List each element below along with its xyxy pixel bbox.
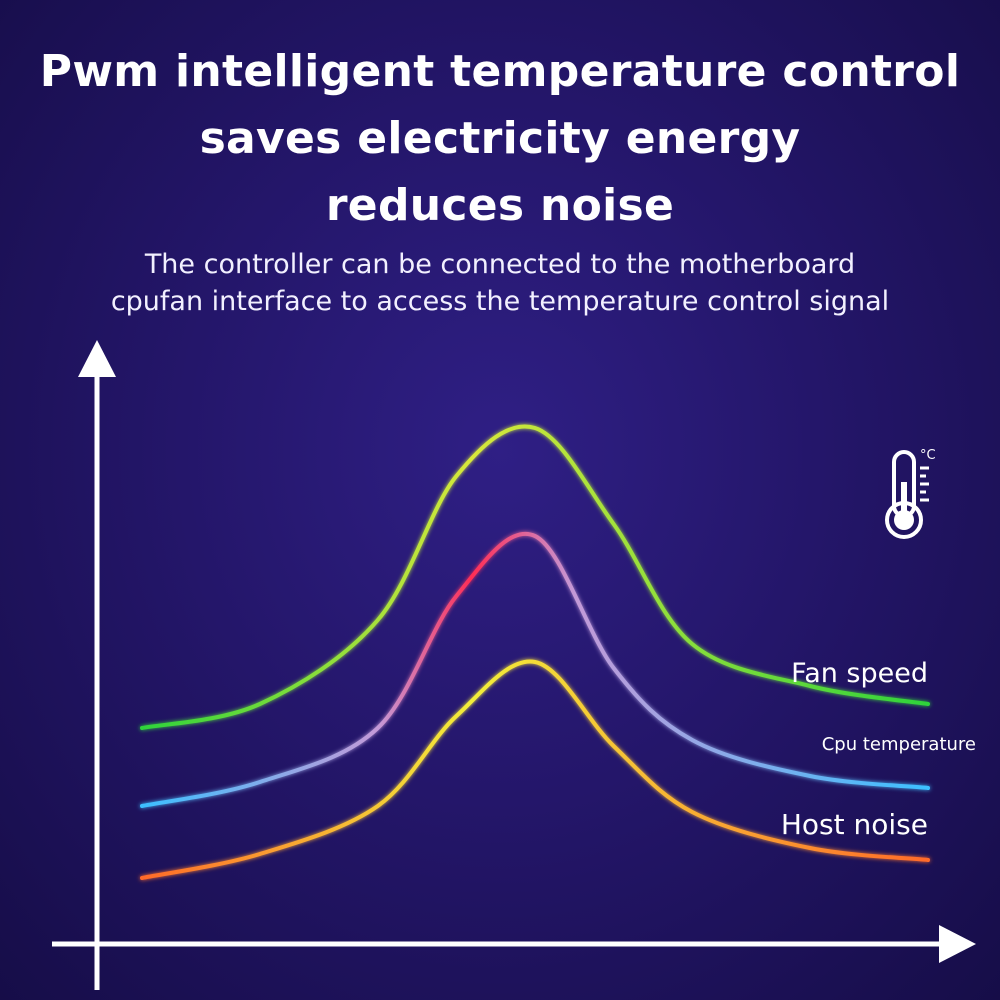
series-label-1: Fan speed (791, 658, 928, 689)
celsius-unit: °C (920, 448, 936, 463)
title-line: Pwm intelligent temperature control (39, 46, 961, 97)
page-title: Pwm intelligent temperature control save… (0, 38, 1000, 239)
series-layer: Fan speed Cpu temperature Host noise (140, 424, 976, 880)
series-line-3 (140, 659, 930, 880)
series-line-1 (140, 424, 930, 730)
subtitle: The controller can be connected to the m… (0, 246, 1000, 320)
series-label-2: Cpu temperature (822, 734, 976, 755)
y-axis-arrow-icon (78, 340, 116, 377)
title-line: saves electricity energy (199, 113, 801, 164)
title-line: reduces noise (325, 180, 675, 231)
x-axis-arrow-icon (939, 925, 976, 963)
series-line-2 (140, 531, 930, 808)
subtitle-line: The controller can be connected to the m… (144, 249, 856, 280)
thermometer-icon: °C (885, 448, 936, 539)
subtitle-line: cpufan interface to access the temperatu… (110, 286, 890, 317)
series-label-3: Host noise (781, 808, 928, 841)
